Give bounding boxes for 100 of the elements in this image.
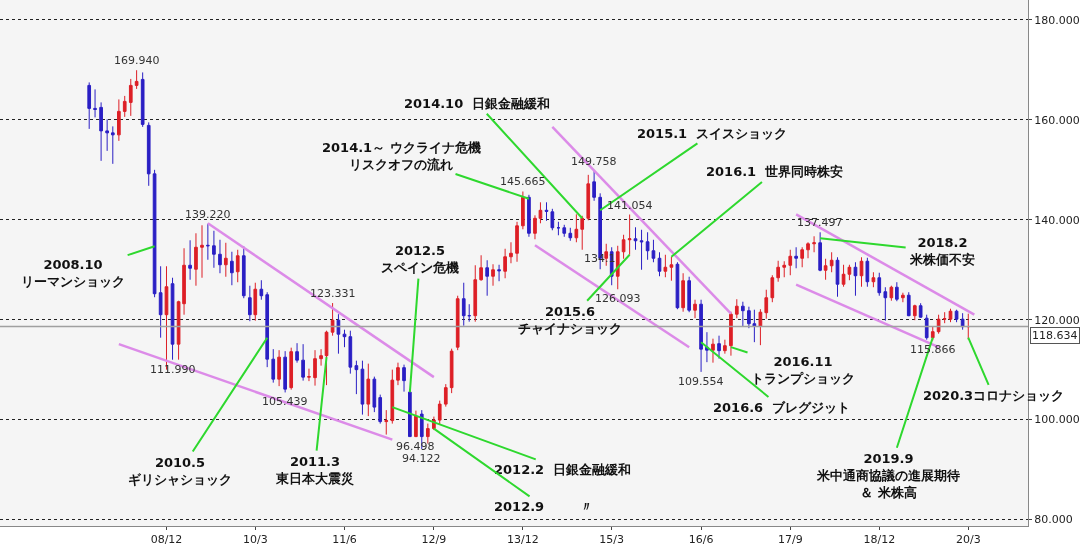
candlestick [924,314,929,341]
candlestick [336,313,341,355]
candlestick [366,363,371,417]
y-tick-label: 180.000 [1034,13,1080,27]
candlestick [800,246,805,268]
candlestick [437,400,442,425]
candlestick [289,347,294,391]
annotation: 2016.11 トランプショック [751,354,855,386]
annotation: 2012.5 スペイン危機 [381,243,459,275]
annotation: 105.439 [262,395,308,408]
candlestick [378,394,383,425]
candlestick [942,311,947,324]
annotation: 2014.10 日銀金融緩和 [404,96,551,111]
candlestick [788,249,793,276]
candlestick [906,291,911,317]
candlestick [627,214,632,256]
candlestick [621,234,626,260]
candlestick [794,246,798,269]
candlestick [259,279,264,301]
annotation: 2015.1 スイスショック [637,126,788,141]
candlestick [230,251,234,286]
candlestick [758,308,763,346]
candlestick [128,78,133,117]
candlestick [443,383,448,408]
y-tick-label: 120.000 [1034,313,1080,327]
candlestick [122,95,127,118]
annotation: 2016.1 世界同時株安 [706,164,844,179]
candlestick [105,118,109,152]
candlestick [663,254,668,278]
candlestick [770,274,775,303]
x-tick-label: 18/12 [863,533,896,547]
candlestick [515,221,519,263]
candlestick [473,264,478,323]
candlestick [633,226,638,251]
annotation: 126.093 [595,292,641,305]
candlestick [235,249,240,283]
candlestick [319,348,323,367]
candlestick [330,302,335,337]
annotation: 2012.2 日銀金融緩和 [494,462,632,477]
x-tick-label: 10/3 [242,533,268,547]
candlestick [562,224,567,238]
annotation: 109.554 [678,375,724,388]
annotation: 2011.3 東日本大震災 [275,454,354,486]
candlestick [170,277,175,361]
y-tick-label: 100.000 [1034,413,1080,427]
candlestick [188,239,192,281]
candlestick [93,88,97,118]
candlestick [639,229,644,271]
candlestick [912,304,917,321]
annotation: 149.758 [571,155,617,168]
candlestick [497,264,501,282]
candlestick [544,201,549,222]
candlestick [776,260,781,283]
candlestick [140,71,145,128]
candlestick [948,308,953,323]
candlestick [277,349,281,387]
candlestick [461,282,466,327]
candlestick [390,369,395,425]
candlestick [134,69,139,90]
candlestick [485,259,489,297]
candlestick [503,248,507,279]
candlestick [247,285,252,322]
annotation: 94.122 [402,452,441,465]
annotation: 139.220 [185,208,231,221]
candlestick [158,265,163,339]
candlestick [723,339,727,355]
candlestick [521,190,525,230]
candlestick [324,330,329,386]
candlestick [527,194,531,238]
candlestick [675,261,680,310]
candlestick [889,285,894,302]
x-tick-label: 11/6 [332,533,357,547]
candlestick [408,388,412,438]
candlestick [110,125,115,165]
annotation: 123.331 [310,287,356,300]
candlestick [699,299,703,373]
candlestick [960,312,965,331]
candlestick [954,309,959,323]
candlestick [402,364,406,393]
candlestick [372,376,377,413]
candlestick [871,271,876,288]
candlestick [146,121,151,187]
candlestick [853,261,858,297]
candlestick [936,314,941,335]
candlestick [812,235,816,253]
candlestick [782,260,787,278]
candlestick [223,242,228,278]
candlestick [734,298,739,319]
candlestick [835,256,840,298]
candlestick [829,251,834,273]
candlestick [509,241,513,264]
x-tick-label: 16/6 [688,533,714,547]
x-tick-label: 15/3 [599,533,625,547]
candlestick [265,291,270,368]
annotation: 2020.3コロナショック [923,388,1065,403]
candlestick [212,230,216,269]
candlestick [930,326,935,341]
annotation: 2012.9 〃 [494,499,594,514]
candlestick [550,208,555,231]
x-tick-label: 17/9 [777,533,803,547]
